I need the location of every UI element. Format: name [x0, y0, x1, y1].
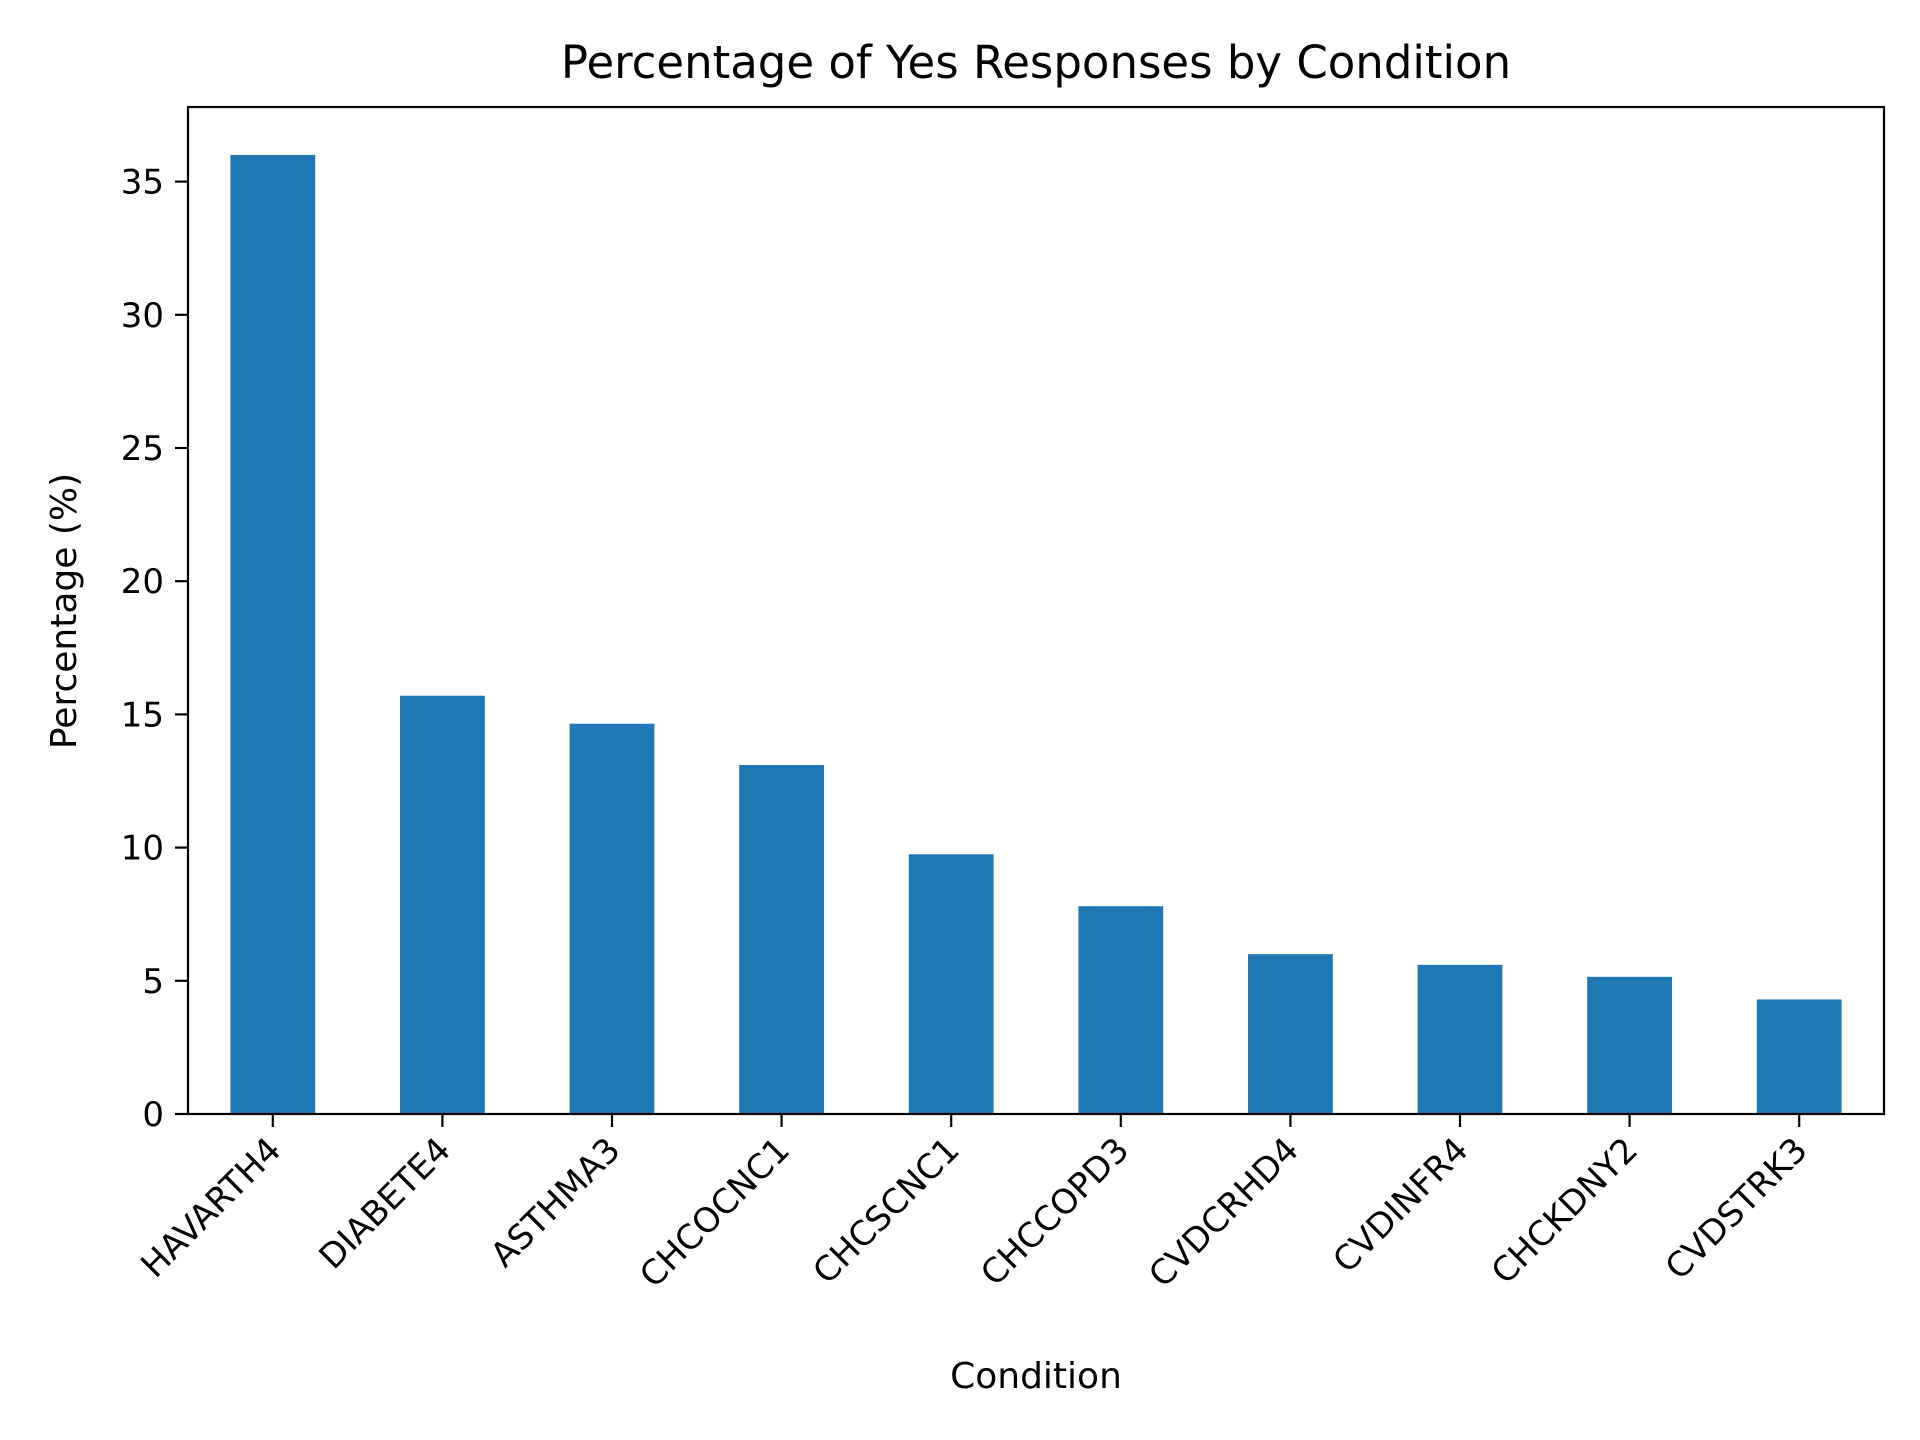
x-tick-label: CVDSTRK3 [1658, 1130, 1816, 1288]
plot-area-frame [186, 105, 1886, 1116]
x-axis-ticks: HAVARTH4 DIABETE4 ASTHMA3 CHCOCNC1 CHCSCNC1 C… [134, 1114, 1816, 1296]
y-tick-label: 5 [142, 962, 164, 1002]
chart-title: Percentage of Yes Responses by Condition [561, 36, 1511, 89]
bar-diabete4 [400, 695, 485, 1114]
bar-chccopd3 [1078, 906, 1164, 1114]
x-tick-label: CHCCOPD3 [973, 1130, 1137, 1294]
y-axis-label: Percentage (%) [44, 473, 85, 749]
y-tick-label: 30 [121, 296, 164, 336]
bars-group [230, 154, 1842, 1114]
x-tick-label: CHCOCNC1 [632, 1130, 798, 1296]
y-tick-label: 25 [121, 429, 164, 469]
x-tick-label: CHCSCNC1 [806, 1130, 968, 1292]
bar-chcocnc1 [739, 765, 824, 1114]
y-axis-ticks: 0 5 10 15 20 25 30 35 [121, 163, 188, 1135]
bar-havarth4 [230, 154, 316, 1114]
x-tick-label: HAVARTH4 [134, 1130, 290, 1286]
y-tick-label: 10 [121, 829, 164, 869]
y-tick-label: 20 [121, 562, 164, 602]
x-tick-label: CVDINFR4 [1325, 1130, 1476, 1281]
x-axis-label: Condition [950, 1356, 1122, 1397]
y-tick-label: 35 [121, 163, 164, 203]
x-tick-label: ASTHMA3 [483, 1130, 628, 1275]
bar-chcscnc1 [908, 854, 994, 1114]
bar-cvdstrk3 [1756, 999, 1842, 1114]
x-tick-label: CHCKDNY2 [1484, 1130, 1646, 1292]
bar-cvdinfr4 [1417, 964, 1503, 1114]
bar-cvdcrhd4 [1248, 954, 1333, 1114]
y-tick-label: 15 [121, 695, 164, 735]
y-tick-label: 0 [142, 1095, 164, 1135]
x-tick-label: CVDCRHD4 [1141, 1130, 1306, 1295]
bar-asthma3 [569, 723, 655, 1114]
x-tick-label: DIABETE4 [312, 1130, 459, 1277]
bar-chckdny2 [1587, 976, 1672, 1114]
